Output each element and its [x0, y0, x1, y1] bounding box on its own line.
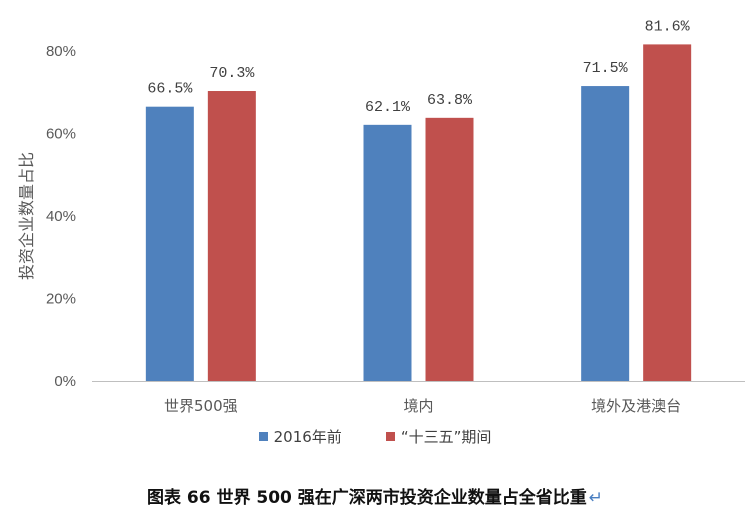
bar — [643, 44, 692, 382]
data-label: 63.8% — [427, 92, 473, 109]
y-tick-label: 80% — [46, 43, 76, 60]
legend-label-series-1: 2016年前 — [273, 428, 342, 446]
figure-caption: 图表 66 世界 500 强在广深两市投资企业数量占全省比重 ↵ — [0, 483, 750, 508]
x-category-label: 境内 — [403, 397, 433, 415]
y-tick-label: 60% — [46, 126, 76, 143]
caption-text: 图表 66 世界 500 强在广深两市投资企业数量占全省比重 — [146, 488, 587, 508]
y-tick-label: 0% — [54, 373, 76, 390]
bar — [207, 91, 256, 381]
legend-swatch-series-2 — [385, 432, 395, 441]
data-label: 62.1% — [365, 99, 411, 116]
legend-swatch-series-1 — [258, 432, 268, 441]
x-category-label: 境外及港澳台 — [591, 397, 681, 415]
legend-item-series-1: 2016年前 — [258, 426, 342, 447]
y-tick-label: 40% — [46, 208, 76, 225]
legend-item-series-2: “十三五”期间 — [385, 426, 492, 447]
data-label: 70.3% — [209, 65, 255, 82]
bar-chart: 投资企业数量占比 0% 20% 40% 60% 80% 66.5% 70.3% 世界500强 62… — [17, 18, 745, 415]
legend-label-series-2: “十三五”期间 — [400, 428, 492, 446]
legend: 2016年前 “十三五”期间 — [0, 426, 750, 447]
y-axis-label: 投资企业数量占比 — [17, 152, 36, 280]
bar — [581, 86, 630, 381]
bar — [425, 117, 474, 381]
data-label: 81.6% — [645, 18, 691, 35]
y-tick-label: 20% — [46, 291, 76, 308]
data-label: 71.5% — [583, 60, 629, 77]
return-mark-icon: ↵ — [588, 488, 604, 508]
x-category-label: 世界500强 — [164, 397, 238, 415]
bar — [145, 106, 194, 381]
bar — [363, 124, 412, 382]
data-label: 66.5% — [147, 81, 193, 98]
